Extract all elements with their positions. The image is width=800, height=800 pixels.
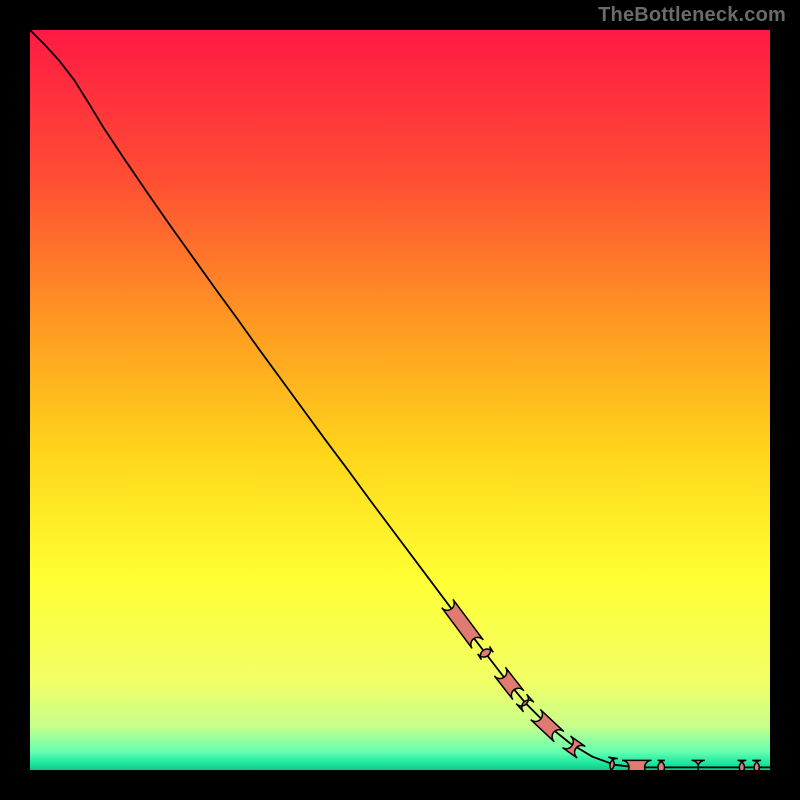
gradient-background xyxy=(30,30,770,770)
plot-area xyxy=(30,30,770,770)
watermark-text: TheBottleneck.com xyxy=(598,4,786,27)
chart-container: TheBottleneck.com xyxy=(0,0,800,800)
chart-svg xyxy=(30,30,770,770)
